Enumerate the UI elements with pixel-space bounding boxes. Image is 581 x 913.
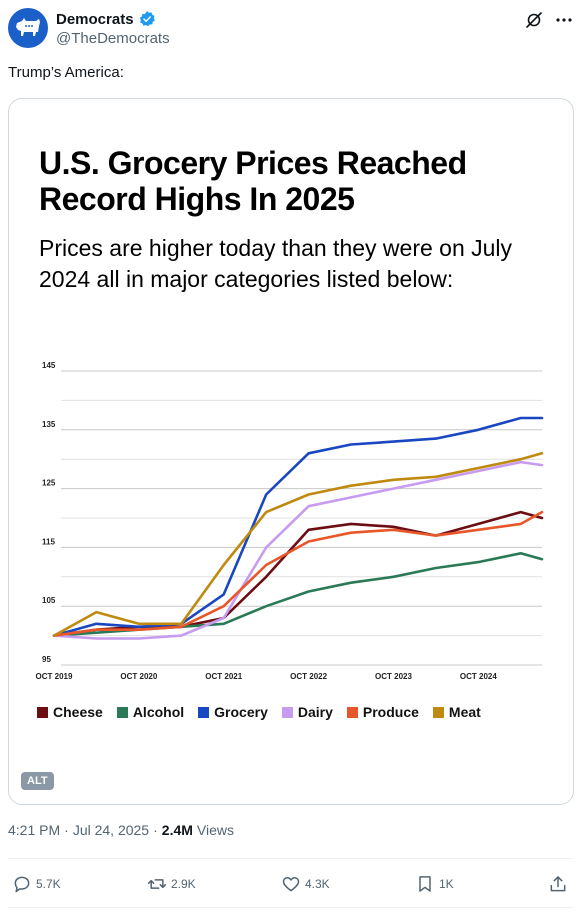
y-tick-label: 125	[42, 479, 56, 488]
legend-item-cheese: Cheese	[37, 704, 103, 720]
account-name[interactable]: Democrats	[56, 10, 134, 28]
y-tick-label: 105	[42, 596, 56, 605]
repost-count: 2.9K	[171, 877, 196, 891]
tweet-image[interactable]: U.S. Grocery Prices Reached Record Highs…	[8, 98, 574, 805]
post-time[interactable]: 4:21 PM	[8, 822, 61, 838]
grok-icon[interactable]	[524, 10, 544, 30]
share-button[interactable]	[548, 874, 568, 894]
legend-swatch	[116, 706, 128, 718]
divider	[8, 858, 573, 859]
donkey-logo-icon	[16, 18, 40, 36]
x-tick-label: OCT 2022	[290, 672, 327, 681]
line-chart: 95 105 115 125 135 145 OCT 2019 OCT 2020 OCT 202…	[36, 361, 544, 681]
y-tick-label: 115	[42, 537, 55, 546]
legend-label: Grocery	[214, 704, 268, 720]
avatar[interactable]	[8, 8, 48, 48]
legend-swatch	[432, 706, 444, 718]
reply-icon	[14, 876, 30, 893]
reply-count: 5.7K	[36, 877, 61, 891]
y-tick-label: 135	[42, 420, 56, 429]
views-count: 2.4M	[161, 822, 193, 838]
x-tick-label: OCT 2024	[460, 672, 497, 681]
legend-item-dairy: Dairy	[281, 704, 333, 720]
repost-button[interactable]: 2.9K	[147, 874, 196, 894]
meta-separator: ·	[153, 822, 158, 838]
legend-swatch	[281, 706, 293, 718]
x-tick-label: OCT 2019	[36, 672, 73, 681]
share-icon	[550, 876, 566, 892]
divider	[8, 907, 573, 908]
like-count: 4.3K	[305, 877, 330, 891]
post-date[interactable]: Jul 24, 2025	[72, 822, 150, 838]
heart-icon	[282, 877, 300, 892]
meta-separator: ·	[64, 822, 69, 838]
legend-swatch	[198, 706, 210, 718]
legend-item-produce: Produce	[346, 704, 419, 720]
legend-label: Produce	[362, 704, 419, 720]
x-tick-label: OCT 2023	[375, 672, 412, 681]
series-line-alcohol	[52, 552, 544, 637]
legend-swatch	[37, 706, 48, 718]
more-options-icon[interactable]	[554, 10, 574, 30]
legend-item-meat: Meat	[432, 704, 481, 720]
x-tick-label: OCT 2021	[205, 672, 242, 681]
account-name-row: Democrats	[56, 9, 156, 29]
legend-label: Cheese	[53, 704, 103, 720]
chart-subtitle: Prices are higher today than they were o…	[39, 235, 513, 292]
bookmark-count: 1K	[439, 877, 454, 891]
repost-icon	[147, 879, 167, 889]
series-line-grocery	[52, 416, 544, 637]
y-tick-label: 145	[42, 361, 56, 370]
y-tick-label: 95	[42, 655, 51, 664]
x-tick-label: OCT 2020	[120, 672, 157, 681]
legend-label: Meat	[448, 704, 481, 720]
verified-badge-icon	[139, 11, 155, 27]
like-button[interactable]: 4.3K	[281, 874, 330, 894]
account-handle[interactable]: @TheDemocrats	[56, 30, 170, 47]
legend-label: Alcohol	[132, 704, 185, 720]
tweet-meta: 4:21 PM · Jul 24, 2025 · 2.4M Views	[8, 822, 234, 838]
chart-title: U.S. Grocery Prices Reached Record Highs…	[39, 145, 467, 217]
tweet-header: Democrats @TheDemocrats	[0, 0, 581, 60]
reply-button[interactable]: 5.7K	[12, 874, 61, 894]
tweet-text: Trump’s America:	[8, 64, 124, 81]
legend-label: Dairy	[297, 704, 333, 720]
chart-legend: Cheese Alcohol Grocery Dairy Produce Meat	[37, 704, 481, 720]
bookmark-button[interactable]: 1K	[415, 874, 454, 894]
bookmark-icon	[419, 876, 431, 892]
action-bar: 5.7K 2.9K 4.3K 1K	[0, 860, 581, 908]
series-line-meat	[52, 452, 544, 637]
series-line-dairy	[52, 460, 544, 640]
legend-swatch	[346, 706, 358, 718]
views-label: Views	[196, 822, 234, 838]
legend-item-alcohol: Alcohol	[116, 704, 185, 720]
series-line-produce	[52, 510, 544, 637]
alt-text-button[interactable]: ALT	[21, 772, 54, 790]
legend-item-grocery: Grocery	[198, 704, 268, 720]
